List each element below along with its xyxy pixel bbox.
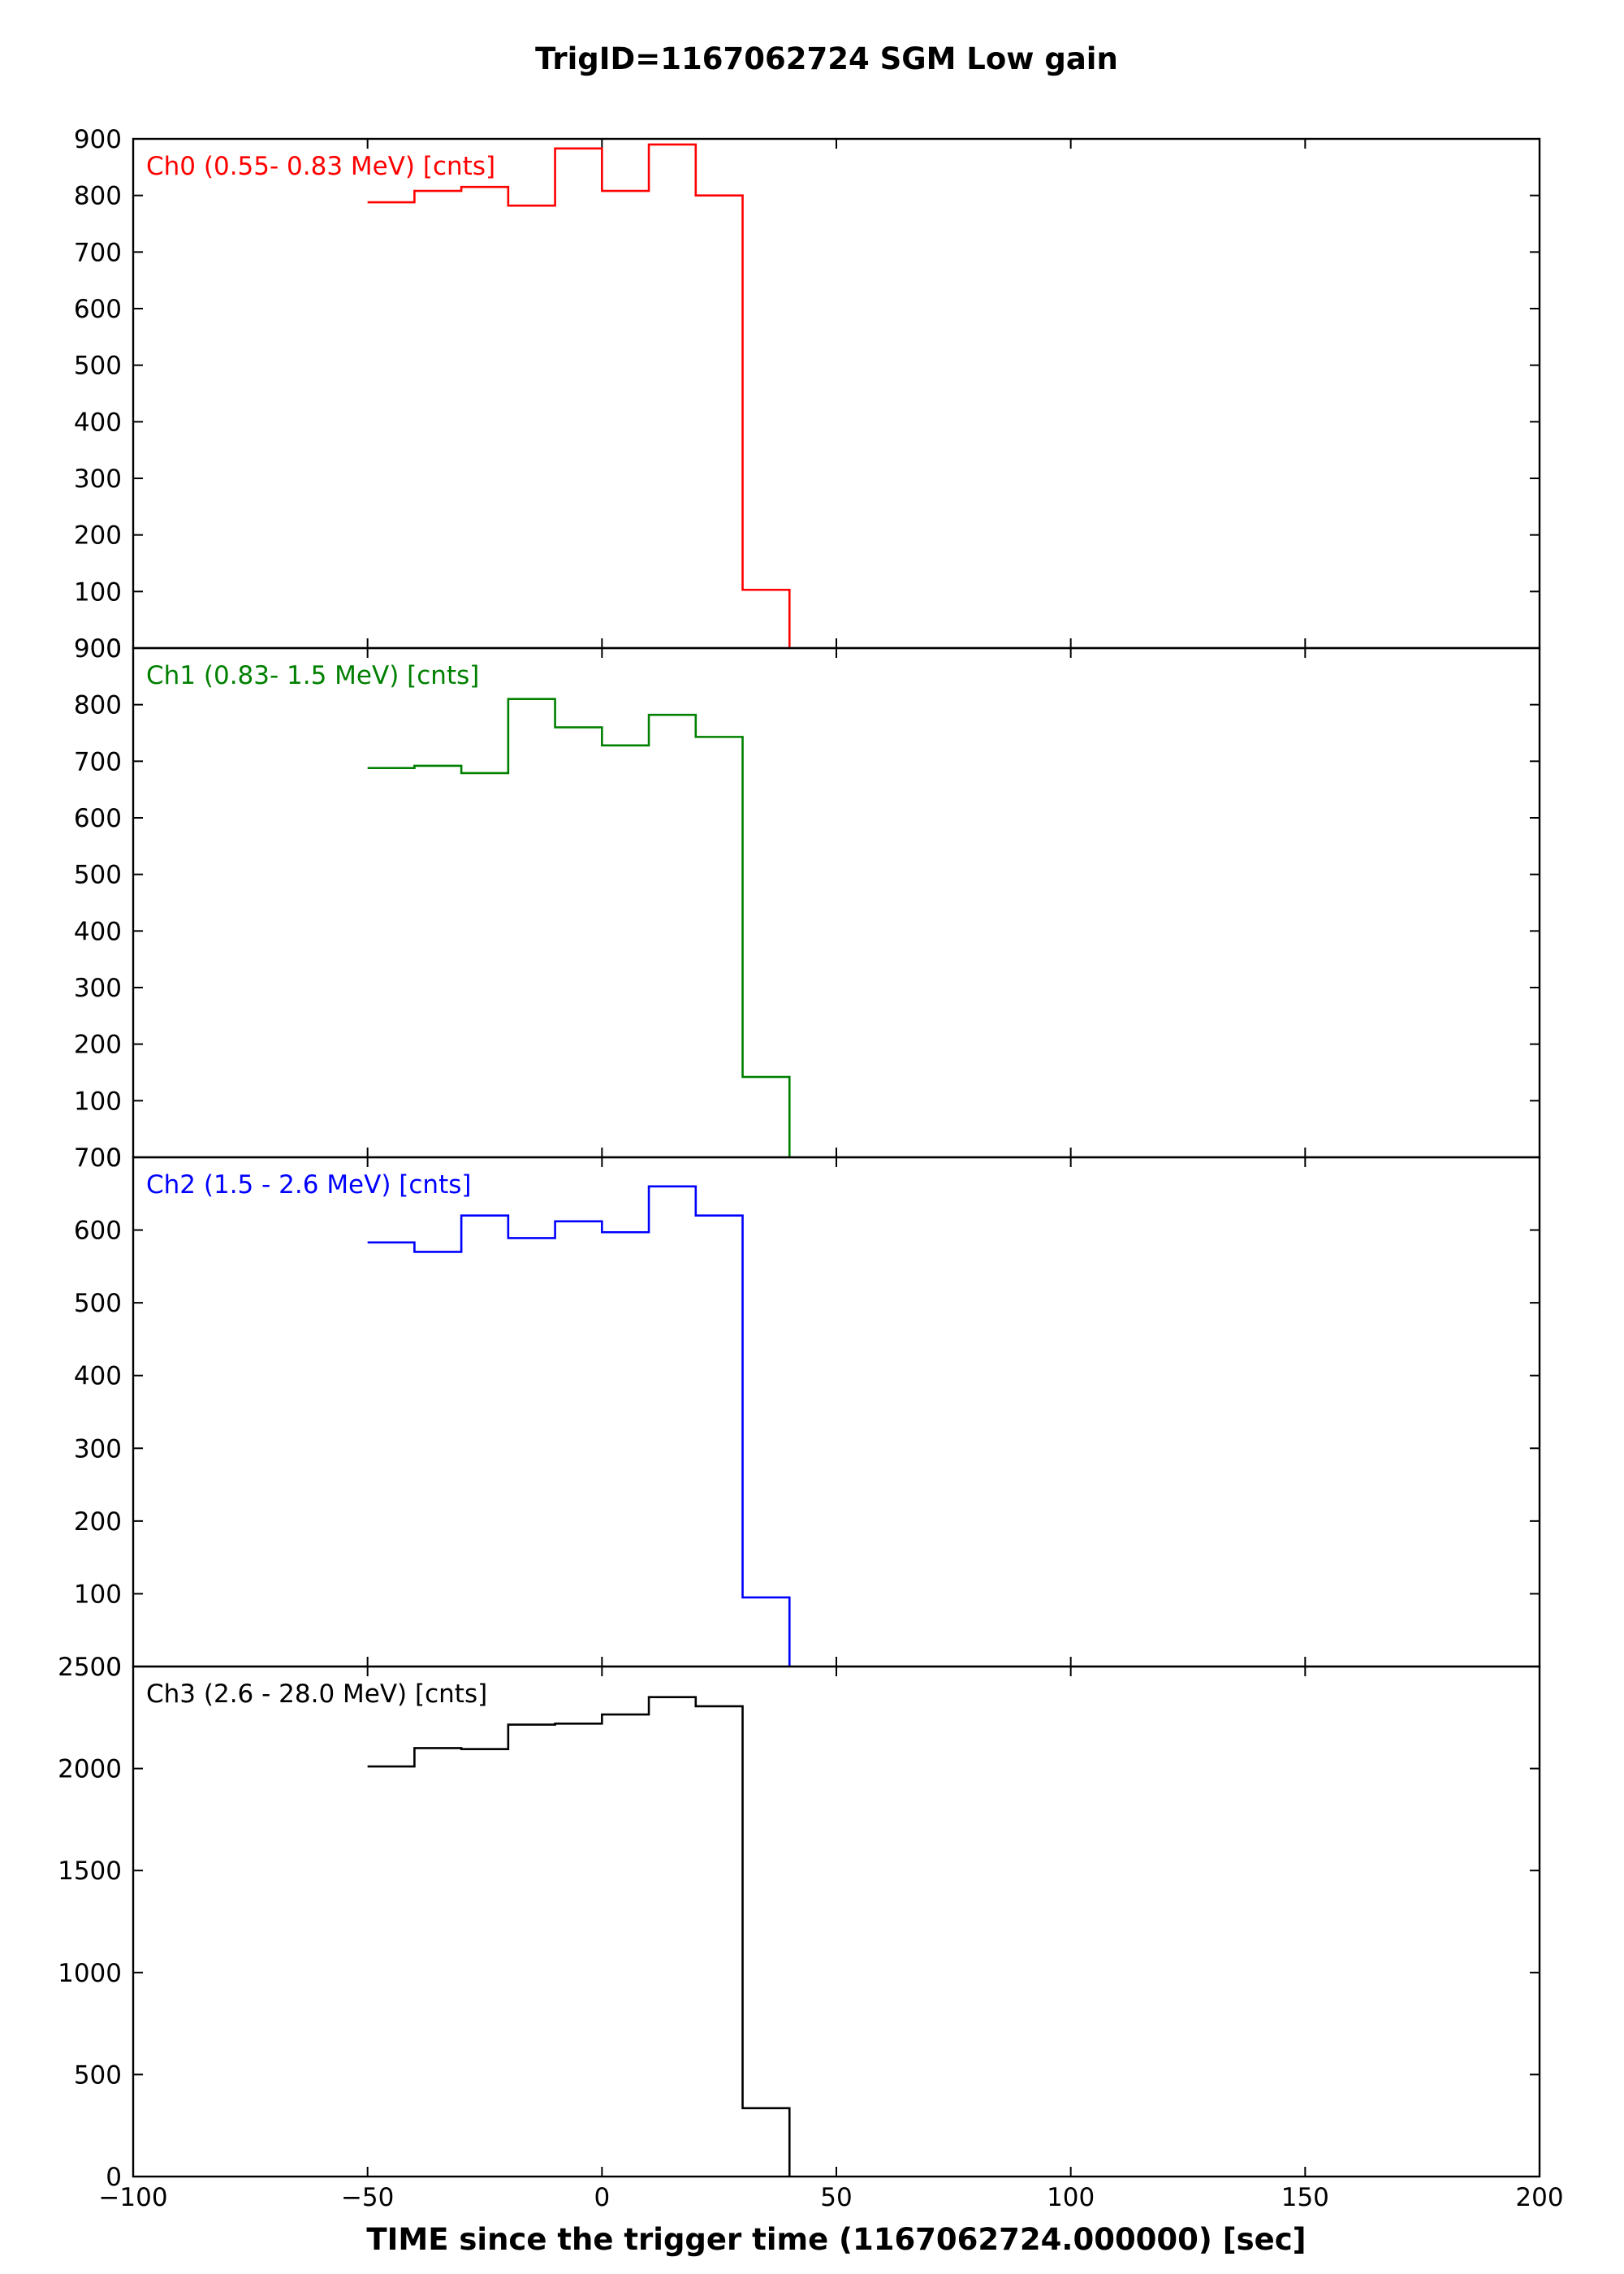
panels: 0 100 200 300 400 500 600 700 800 900 Ch0 (0.55- 0…: [58, 125, 1541, 2192]
y-tick-label: 2000: [58, 1755, 122, 1784]
y-tick-label: 0: [106, 634, 122, 664]
panel-0: 0 100 200 300 400 500 600 700 800 900 Ch0 (0.55- 0…: [74, 125, 1541, 664]
y-tick-label: 400: [74, 408, 122, 437]
y-tick-label: 300: [74, 1434, 122, 1463]
series-line-ch0: [367, 143, 791, 648]
y-tick-label: 700: [74, 747, 122, 776]
y-tick-label: 100: [74, 1580, 122, 1609]
y-tick-label: 1500: [58, 1857, 122, 1886]
chart-title: TrigID=1167062724 SGM Low gain: [535, 41, 1118, 76]
y-tick-label: 400: [74, 1362, 122, 1391]
y-tick-label: 200: [74, 521, 122, 551]
channel-label-2: Ch2 (1.5 - 2.6 MeV) [cnts]: [146, 1170, 471, 1200]
y-tick-label: 0: [106, 1653, 122, 1682]
x-tick-label: −50: [341, 2183, 394, 2212]
y-tick-label: 700: [74, 238, 122, 267]
y-tick-label: 200: [74, 1031, 122, 1060]
panel-frame: [132, 1665, 1541, 2178]
x-tick-label: −100: [98, 2183, 167, 2212]
x-tick-label: 150: [1281, 2183, 1329, 2212]
panel-2: 0 100 200 300 400 500 600 700 Ch2 (1.5 - 2.6 MeV…: [74, 1143, 1541, 1682]
y-tick-label: 500: [74, 861, 122, 890]
channel-label-0: Ch0 (0.55- 0.83 MeV) [cnts]: [146, 152, 495, 181]
y-tick-label: 500: [74, 352, 122, 381]
y-tick-label: 300: [74, 974, 122, 1003]
y-tick-label: 500: [74, 2060, 122, 2090]
panel-1: 0 100 200 300 400 500 600 700 800 900 Ch1 (0.83- 1…: [74, 634, 1541, 1173]
y-tick-label: 600: [74, 804, 122, 833]
panel-3: 0 500 1000 1500 2000 2500 Ch3 (2.6 - 28.0 MeV)…: [58, 1653, 1541, 2192]
y-tick-label: 900: [74, 634, 122, 664]
y-tick-label: 800: [74, 691, 122, 720]
x-tick-label: 50: [820, 2183, 852, 2212]
channel-label-3: Ch3 (2.6 - 28.0 MeV) [cnts]: [146, 1680, 487, 1709]
series-line-ch3: [367, 1696, 791, 2177]
x-tick-label: 200: [1515, 2183, 1563, 2212]
x-tick-label: 0: [594, 2183, 610, 2212]
y-tick-label: 100: [74, 1087, 122, 1116]
y-tick-label: 1000: [58, 1959, 122, 1988]
y-tick-label: 400: [74, 917, 122, 946]
series-line-ch1: [367, 698, 791, 1157]
panel-frame: [132, 646, 1541, 1159]
y-tick-label: 500: [74, 1289, 122, 1318]
y-tick-label: 0: [106, 2163, 122, 2192]
y-tick-label: 800: [74, 182, 122, 211]
x-tick-label: 100: [1047, 2183, 1095, 2212]
y-tick-label: 300: [74, 465, 122, 494]
x-tick-labels: −100 −50 0 50 100 150 200: [98, 2183, 1563, 2212]
y-tick-label: 0: [106, 1143, 122, 1173]
panel-frame: [132, 137, 1541, 650]
y-tick-label: 900: [74, 125, 122, 154]
y-tick-label: 600: [74, 295, 122, 324]
y-tick-label: 600: [74, 1217, 122, 1246]
y-tick-label: 2500: [58, 1653, 122, 1682]
series-line-ch2: [367, 1185, 791, 1667]
y-tick-label: 200: [74, 1507, 122, 1537]
y-tick-label: 100: [74, 577, 122, 607]
channel-label-1: Ch1 (0.83- 1.5 MeV) [cnts]: [146, 661, 479, 690]
panel-frame: [132, 1156, 1541, 1668]
x-axis-label: TIME since the trigger time (1167062724.…: [366, 2222, 1306, 2257]
y-tick-label: 700: [74, 1143, 122, 1173]
